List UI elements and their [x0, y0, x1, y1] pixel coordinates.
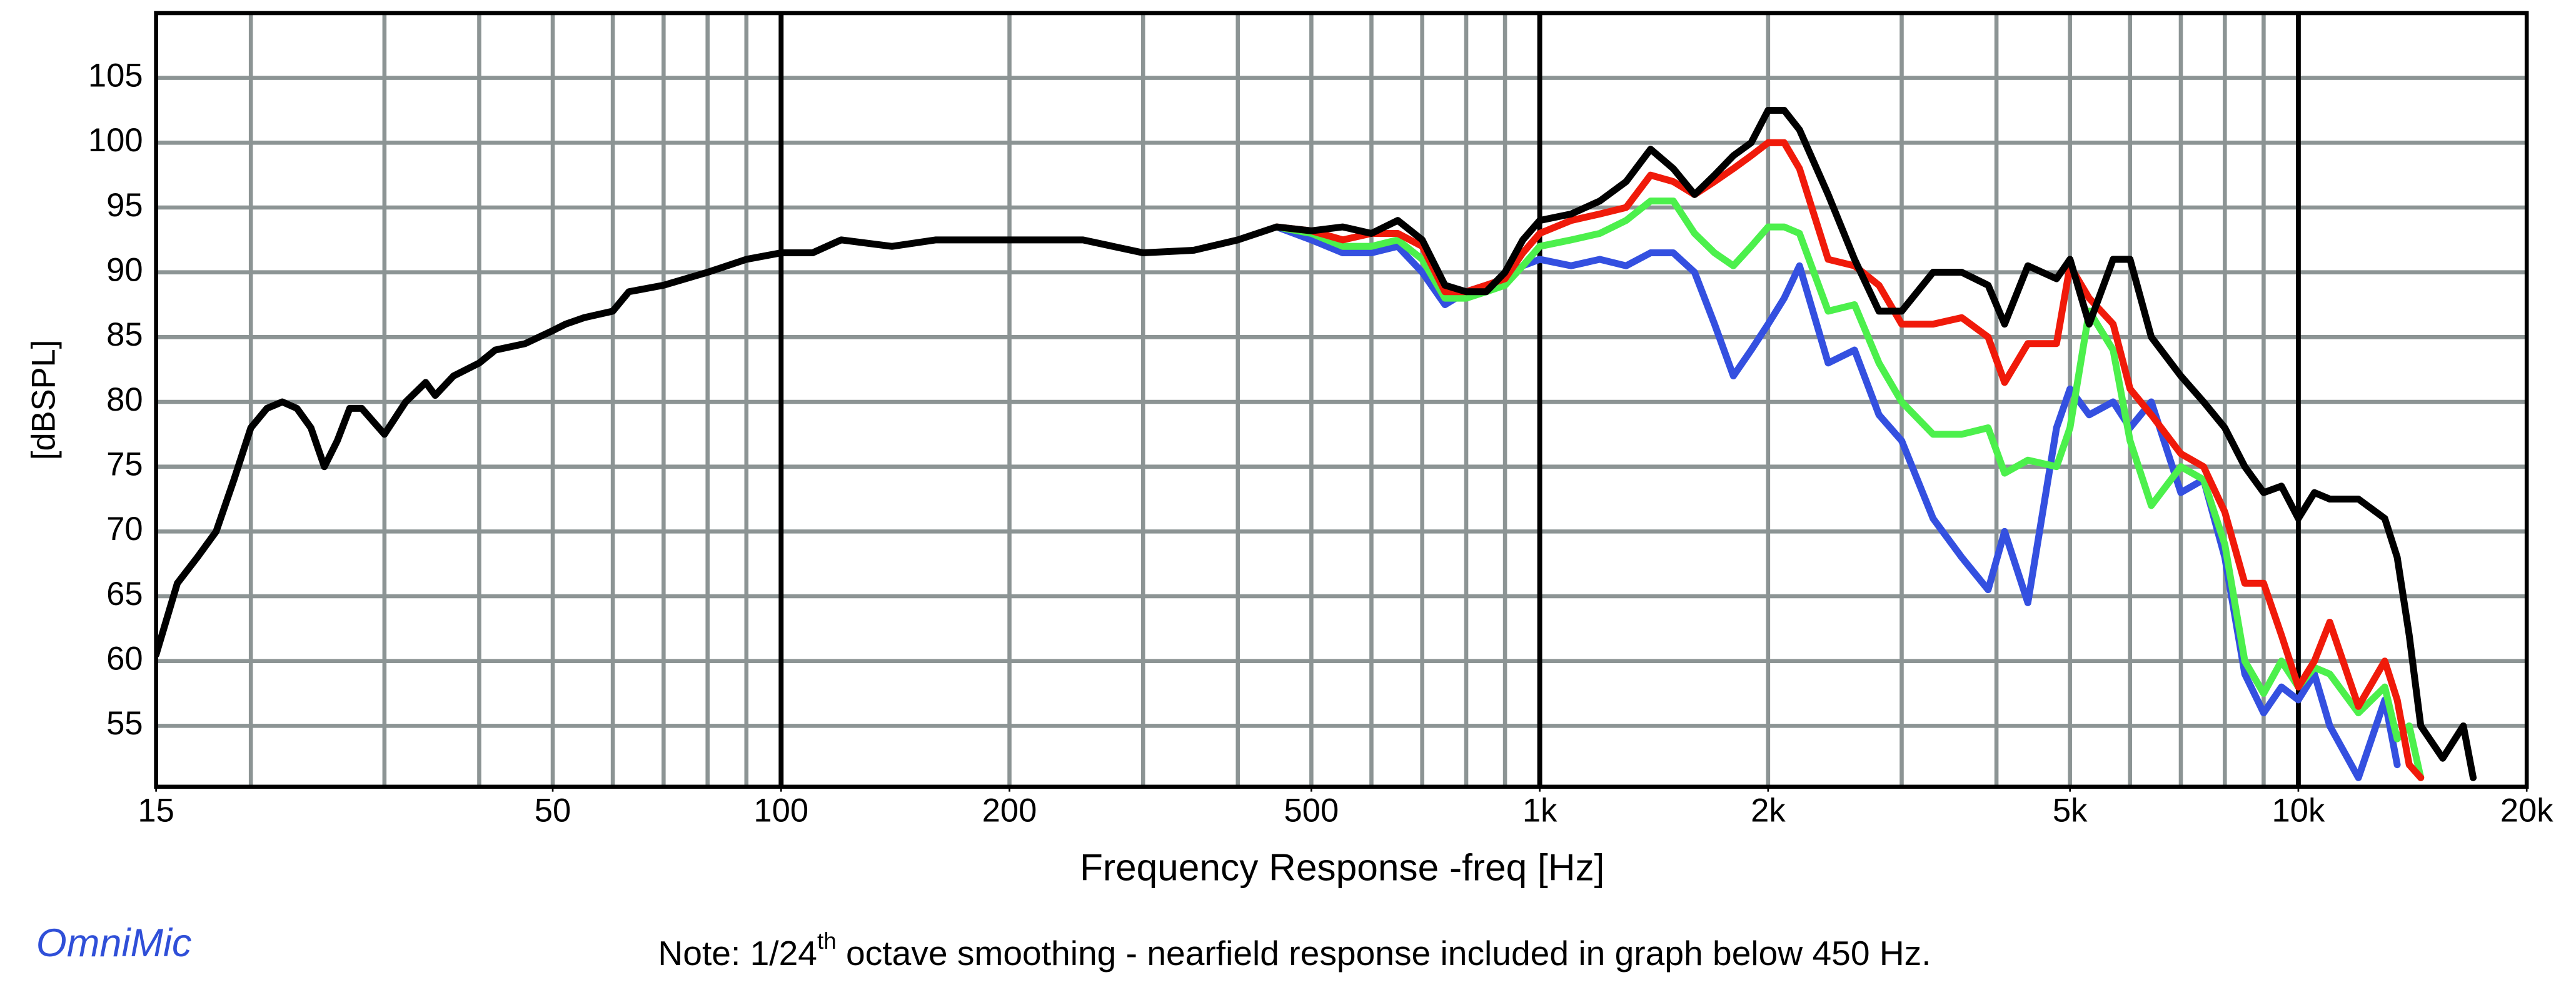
plot-frame — [154, 11, 2529, 789]
x-tick-label: 500 — [1284, 792, 1339, 829]
series-line — [1273, 198, 2425, 781]
series-line — [156, 106, 2477, 781]
x-tick-label: 15 — [138, 792, 174, 829]
note: Note: 1/24th octave smoothing - nearfiel… — [658, 928, 1931, 972]
x-tick-label: 200 — [982, 792, 1037, 829]
x-axis-label: Frequency Response -freq [Hz] — [1080, 846, 1605, 889]
note-text: octave smoothing - nearfield response in… — [837, 934, 1931, 972]
x-tick-label: 5k — [2053, 792, 2088, 829]
y-tick-label: 90 — [106, 252, 143, 289]
brand-label: OmniMic — [36, 921, 192, 965]
y-tick-label: 55 — [106, 705, 143, 742]
y-tick-label: 80 — [106, 381, 143, 418]
y-tick-label: 105 — [88, 58, 143, 94]
y-tick-label: 65 — [106, 576, 143, 612]
x-tick-label: 50 — [535, 792, 571, 829]
x-tick-label: 1k — [1522, 792, 1557, 829]
x-tick-label: 2k — [1751, 792, 1786, 829]
y-tick-label: 85 — [106, 316, 143, 353]
y-tick-label: 95 — [106, 187, 143, 224]
x-tick-label: 100 — [753, 792, 808, 829]
y-tick-label: 100 — [88, 122, 143, 159]
note-sup: th — [817, 928, 837, 954]
x-tick-label: 20k — [2500, 792, 2553, 829]
y-axis-label: [dBSPL] — [25, 340, 62, 460]
y-tick-label: 75 — [106, 446, 143, 483]
note-text: Note: 1/24 — [658, 934, 817, 972]
y-tick-label: 70 — [106, 511, 143, 548]
x-tick-label: 10k — [2272, 792, 2325, 829]
y-tick-label: 60 — [106, 641, 143, 678]
